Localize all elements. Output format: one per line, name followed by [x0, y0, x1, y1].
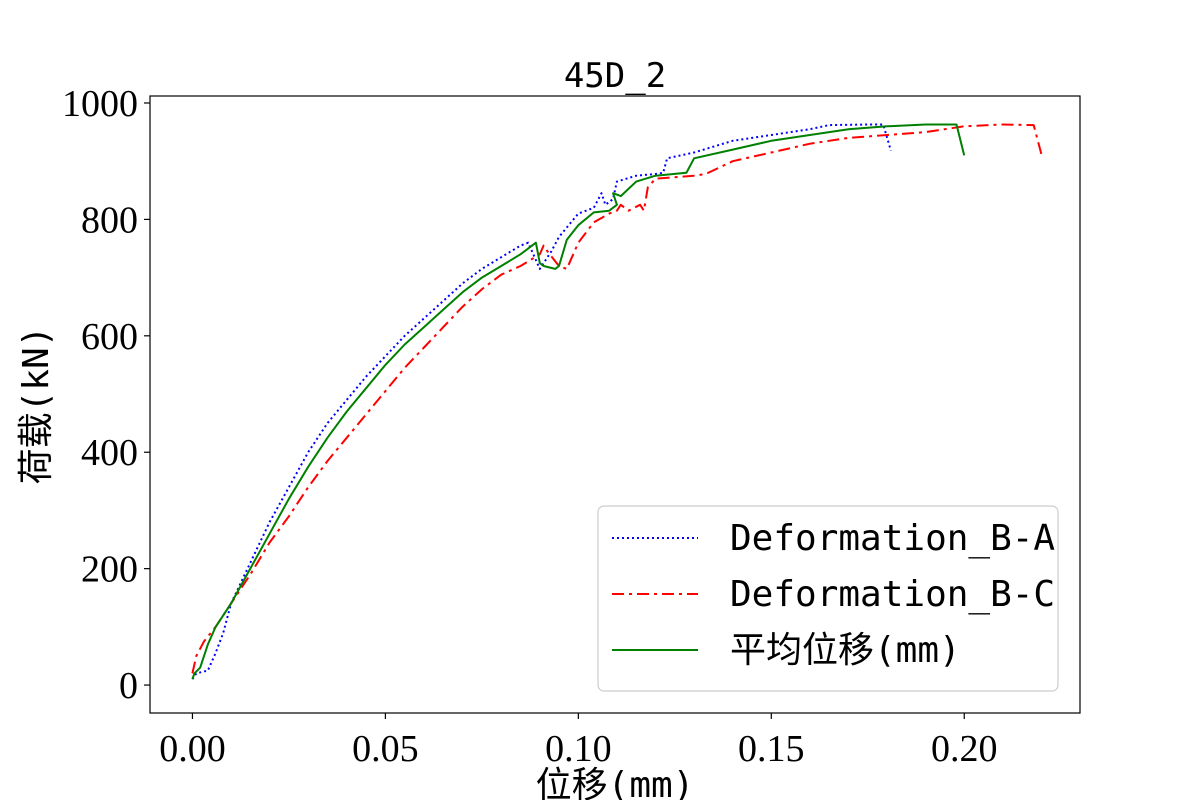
plot-area — [191, 123, 1043, 680]
y-tick-label: 600 — [81, 316, 138, 358]
legend-label: 平均位移(mm) — [730, 630, 961, 671]
x-axis-label: 位移(mm) — [536, 765, 695, 800]
chart-title: 45D_2 — [564, 56, 666, 96]
x-tick-label: 0.20 — [931, 728, 998, 770]
y-tick-label: 1000 — [62, 83, 138, 125]
x-tick-label: 0.05 — [352, 728, 419, 770]
x-axis: 0.00 0.05 0.10 0.15 0.20 — [159, 713, 997, 770]
y-tick-label: 200 — [81, 549, 138, 591]
legend-label: Deformation_B-A — [730, 518, 1055, 559]
x-tick-label: 0.10 — [545, 728, 612, 770]
series-line-2 — [191, 123, 1043, 674]
legend: Deformation_B-A Deformation_B-C 平均位移(mm) — [597, 505, 1059, 692]
y-axis-label: 荷载(kN) — [16, 326, 57, 485]
legend-frame — [597, 505, 1059, 692]
series-line-1 — [191, 123, 892, 680]
series-line-3 — [191, 123, 966, 680]
legend-label: Deformation_B-C — [730, 574, 1055, 615]
y-tick-label: 800 — [81, 199, 138, 241]
y-tick-label: 0 — [119, 665, 138, 707]
y-tick-label: 400 — [81, 432, 138, 474]
axes-frame — [149, 95, 1081, 714]
x-tick-label: 0.00 — [159, 728, 226, 770]
y-axis: 0 200 400 600 800 1000 — [62, 83, 150, 707]
x-tick-label: 0.15 — [738, 728, 805, 770]
